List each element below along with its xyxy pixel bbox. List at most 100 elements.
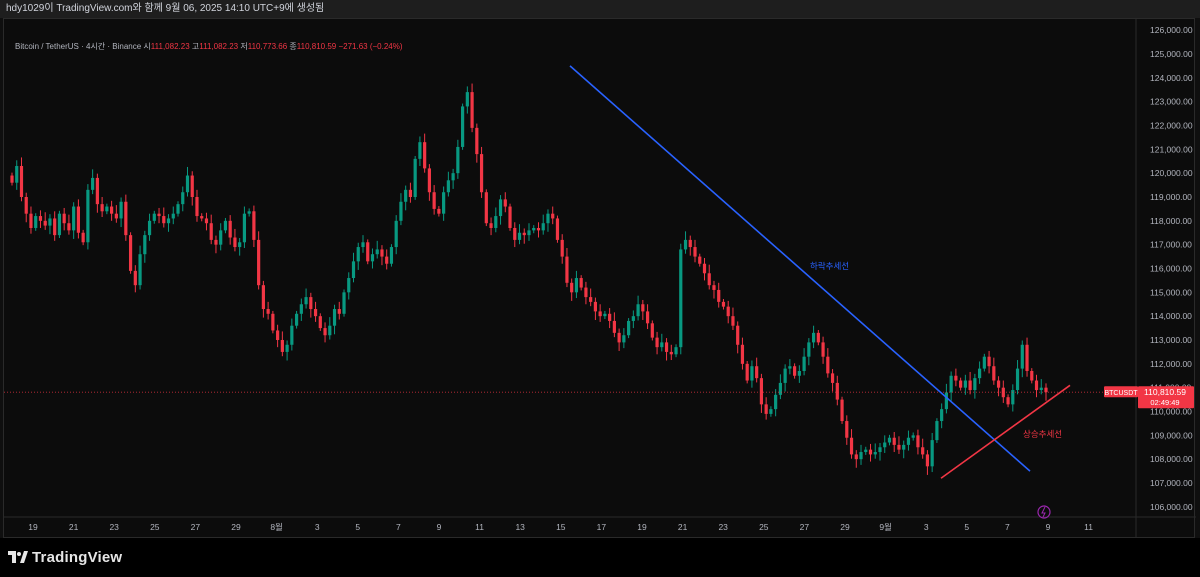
- candle-body: [954, 375, 958, 381]
- candle-body: [238, 242, 242, 248]
- candle-body: [157, 213, 161, 217]
- candle-body: [1030, 370, 1034, 381]
- candle-body: [38, 216, 43, 221]
- candle-body: [906, 437, 911, 445]
- candle-body: [996, 380, 1001, 388]
- candle-body: [797, 370, 801, 376]
- candle-body: [655, 337, 659, 348]
- candle-body: [1034, 380, 1039, 391]
- y-tick-label: 114,000.00: [1150, 311, 1192, 321]
- candle-body: [29, 213, 33, 228]
- candle-body: [527, 230, 531, 236]
- candle-body: [200, 216, 204, 219]
- candle-body: [513, 227, 517, 240]
- candle-body: [973, 378, 977, 391]
- candle-body: [332, 309, 337, 326]
- candle-body: [152, 213, 156, 221]
- candle-body: [465, 92, 469, 107]
- candle-body: [821, 342, 825, 357]
- candle-body: [323, 328, 327, 336]
- candle-body: [475, 127, 479, 155]
- candle-body: [34, 216, 38, 228]
- candle-body: [181, 192, 185, 205]
- candle-body: [745, 363, 749, 381]
- candle-body: [940, 409, 944, 422]
- candle-body: [375, 249, 379, 255]
- candle-body: [290, 325, 294, 345]
- candle-body: [849, 437, 854, 455]
- candle-body: [717, 289, 721, 302]
- candle-body: [128, 235, 133, 271]
- x-tick-label: 21: [678, 522, 688, 532]
- low-value: 110,773.66: [247, 42, 288, 51]
- candle-body: [641, 304, 645, 312]
- price-tag-bg: [1138, 386, 1194, 409]
- x-tick-label: 27: [191, 522, 201, 532]
- symbol-label: Bitcoin / TetherUS · 4시간 · Binance: [15, 42, 142, 51]
- candle-body: [81, 232, 85, 243]
- candle-body: [532, 227, 536, 231]
- candle-body: [370, 254, 375, 262]
- candle-body: [337, 309, 341, 314]
- open-value: 111,082.23: [150, 42, 190, 51]
- candle-body: [389, 247, 394, 264]
- candle-body: [261, 285, 265, 310]
- x-tick-label: 23: [109, 522, 119, 532]
- candle-body: [176, 204, 180, 214]
- top-caption-bar: hdy1029이 TradingView.com와 함께 9월 06, 2025…: [0, 0, 1200, 18]
- candle-body: [764, 404, 768, 414]
- x-tick-label: 29: [231, 522, 241, 532]
- candle-body: [498, 199, 503, 217]
- price-chart[interactable]: 126,000.00 125,000.00 124,000.00 123,000.00…: [4, 19, 1196, 539]
- candle-body: [228, 220, 232, 238]
- candle-body: [636, 304, 640, 317]
- candle-body: [612, 320, 616, 333]
- y-tick-label: 119,000.00: [1150, 192, 1192, 202]
- y-tick-label: 110,000.00: [1150, 407, 1192, 417]
- candle-body: [380, 249, 384, 257]
- candle-body: [1044, 387, 1048, 393]
- price-tag-value: 110,810.59: [1144, 387, 1186, 397]
- candle-body: [712, 285, 716, 290]
- candle-body: [299, 304, 303, 314]
- candle-body: [883, 442, 887, 448]
- candle-body: [930, 440, 934, 467]
- candle-body: [645, 311, 650, 324]
- candle-body: [451, 173, 455, 181]
- candle-body: [57, 213, 62, 236]
- y-tick-label: 106,000.00: [1150, 502, 1193, 512]
- candle-body: [864, 449, 868, 453]
- candle-body: [921, 447, 925, 455]
- candle-body: [731, 316, 735, 326]
- candle-body: [233, 237, 237, 248]
- candle-body: [437, 208, 441, 214]
- candle-body: [204, 218, 209, 224]
- candle-body: [674, 347, 678, 355]
- candle-body: [707, 273, 711, 286]
- x-tick-label: 25: [759, 522, 769, 532]
- candle-body: [423, 142, 427, 169]
- x-tick-label: 19: [637, 522, 647, 532]
- y-tick-label: 124,000.00: [1150, 73, 1193, 83]
- candle-body: [517, 232, 522, 240]
- candle-body: [318, 316, 322, 329]
- candle-body: [740, 344, 745, 364]
- candle-body: [721, 301, 726, 307]
- candle-body: [698, 256, 702, 264]
- candle-body: [328, 325, 332, 336]
- chart-frame[interactable]: 126,000.00 125,000.00 124,000.00 123,000.00…: [3, 18, 1196, 539]
- candle-body: [887, 437, 892, 443]
- candle-body: [294, 313, 299, 326]
- candle-body: [399, 201, 403, 221]
- candle-body: [660, 342, 664, 348]
- candle-body: [959, 380, 963, 388]
- candle-body: [783, 368, 787, 383]
- candle-body: [351, 261, 356, 279]
- y-tick-label: 116,000.00: [1150, 264, 1192, 274]
- candle-body: [977, 368, 982, 379]
- candle-body: [313, 309, 318, 317]
- downtrend-label: 하락추세선: [810, 261, 849, 271]
- x-tick-label: 17: [597, 522, 607, 532]
- candle-body: [878, 447, 882, 453]
- candle-body: [826, 356, 830, 374]
